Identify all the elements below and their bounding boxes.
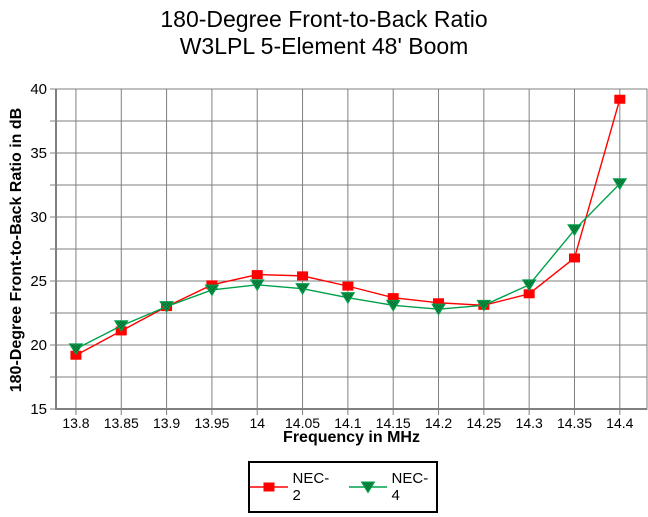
data-point-marker xyxy=(431,303,446,316)
data-point-marker xyxy=(249,279,265,292)
nec-4-line-marker-icon xyxy=(349,481,387,494)
data-point-marker xyxy=(68,343,84,356)
legend-item-nec-2: NEC-2 xyxy=(250,470,337,504)
legend-label-nec-2: NEC-2 xyxy=(292,470,330,504)
legend-label-nec-4: NEC-4 xyxy=(391,470,429,504)
x-tick-label: 14.15 xyxy=(376,415,411,431)
data-point-marker xyxy=(159,301,174,314)
data-point-marker xyxy=(568,253,580,263)
x-axis-title: Frequency in MHz xyxy=(283,429,420,446)
x-tick-label: 14.2 xyxy=(425,415,452,431)
data-point-marker xyxy=(204,284,220,297)
legend: NEC-2 NEC-4 xyxy=(248,461,438,513)
data-point-marker xyxy=(340,292,356,305)
x-tick-label: 14.4 xyxy=(606,415,633,431)
x-tick-label: 14.05 xyxy=(285,415,320,431)
data-point-marker xyxy=(297,271,309,281)
x-tick-label: 13.85 xyxy=(104,415,139,431)
data-point-marker xyxy=(342,281,354,291)
tick-marks xyxy=(50,88,621,415)
legend-item-nec-4: NEC-4 xyxy=(349,470,436,504)
x-tick-label: 14.1 xyxy=(334,415,361,431)
data-point-marker xyxy=(523,289,535,299)
y-tick-label: 15 xyxy=(30,401,47,418)
gridlines xyxy=(56,88,647,410)
data-point-marker xyxy=(476,299,492,312)
chart-subtitle: W3LPL 5-Element 48' Boom xyxy=(179,33,469,59)
x-tick-label: 13.95 xyxy=(194,415,229,431)
nec-2-line-marker-icon xyxy=(250,482,288,492)
x-tick-label: 14.35 xyxy=(557,415,592,431)
y-tick-label: 20 xyxy=(30,337,47,354)
y-tick-labels: 15 20 25 30 35 40 xyxy=(30,81,47,418)
data-point-marker xyxy=(385,299,401,312)
x-tick-label: 13.8 xyxy=(62,415,89,431)
x-tick-label: 14.25 xyxy=(466,415,501,431)
x-tick-label: 14.3 xyxy=(516,415,543,431)
chart-title-block: 180-Degree Front-to-Back Ratio W3LPL 5-E… xyxy=(0,6,648,60)
x-tick-label: 13.9 xyxy=(153,415,180,431)
chart-title: 180-Degree Front-to-Back Ratio xyxy=(160,6,488,32)
data-point-marker xyxy=(612,178,628,191)
y-tick-label: 30 xyxy=(30,209,47,226)
data-point-marker xyxy=(113,320,129,333)
y-tick-label: 35 xyxy=(30,145,47,162)
data-point-marker xyxy=(251,270,263,280)
y-tick-label: 25 xyxy=(30,273,47,290)
x-tick-labels: 13.8 13.85 13.9 13.95 14 14.05 14.1 14.15 14.2 14… xyxy=(62,415,633,431)
x-tick-label: 14 xyxy=(249,415,265,431)
y-tick-label: 40 xyxy=(30,81,47,98)
data-point-marker xyxy=(387,293,399,303)
data-point-marker xyxy=(295,283,310,296)
data-point-marker xyxy=(614,94,626,104)
data-point-marker xyxy=(433,298,445,308)
data-point-marker xyxy=(521,279,537,292)
data-point-marker xyxy=(567,224,582,237)
series-nec-4 xyxy=(68,178,628,356)
